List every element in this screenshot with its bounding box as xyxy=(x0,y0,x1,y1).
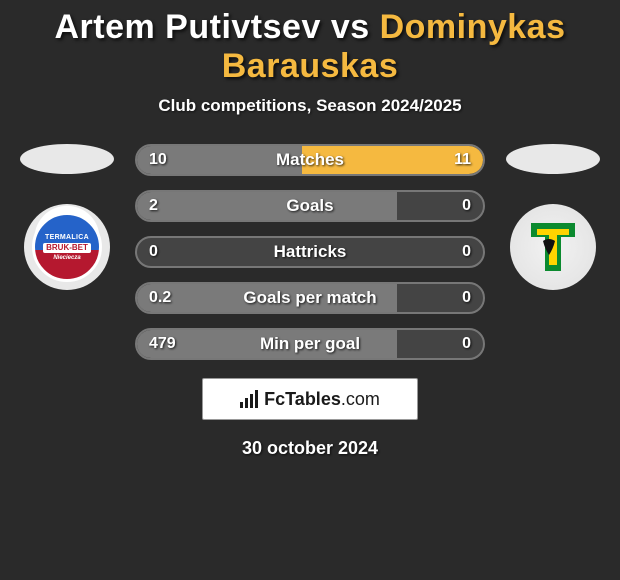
stat-fill-left xyxy=(137,192,397,220)
player2-avatar xyxy=(506,144,600,174)
stat-value-right: 0 xyxy=(462,335,471,353)
brand-box[interactable]: FcTables.com xyxy=(202,378,418,420)
player1-avatar xyxy=(20,144,114,174)
stat-value-left: 0 xyxy=(149,243,158,261)
stat-row: 0 0Hattricks xyxy=(135,236,485,268)
page-title: Artem Putivtsev vs Dominykas Barauskas xyxy=(0,8,620,86)
stat-value-right: 11 xyxy=(454,151,471,169)
stat-value-left: 10 xyxy=(149,151,167,169)
club1-line2: BRUK-BET xyxy=(43,243,91,253)
stats-column: 1011Matches20Goals00Hattricks0.20Goals p… xyxy=(135,144,485,360)
brand-text: FcTables.com xyxy=(264,389,380,410)
club1-line1: TERMALICA xyxy=(45,234,89,241)
stat-value-right: 0 xyxy=(462,289,471,307)
stat-value-right: 0 xyxy=(462,243,471,261)
stat-value-right: 0 xyxy=(462,197,471,215)
stat-value-left: 2 xyxy=(149,197,158,215)
brand-domain: .com xyxy=(341,389,380,409)
stat-fill-left xyxy=(137,284,397,312)
club-badge-right-inner xyxy=(523,217,583,277)
stat-label: Hattricks xyxy=(137,242,483,262)
stat-value-left: 0.2 xyxy=(149,289,171,307)
title-vs: vs xyxy=(331,8,370,46)
comparison-card: Artem Putivtsev vs Dominykas Barauskas C… xyxy=(0,0,620,580)
brand-bars-icon xyxy=(240,390,258,408)
main-row: TERMALICA BRUK-BET Nieciecza 1011Matches… xyxy=(0,144,620,360)
player2-club-badge xyxy=(510,204,596,290)
player2-column xyxy=(503,144,603,290)
stat-value-left: 479 xyxy=(149,335,176,353)
subtitle: Club competitions, Season 2024/2025 xyxy=(0,96,620,116)
club1-line3: Nieciecza xyxy=(53,255,80,261)
stat-row: 0.20Goals per match xyxy=(135,282,485,314)
stat-row: 20Goals xyxy=(135,190,485,222)
player1-club-badge: TERMALICA BRUK-BET Nieciecza xyxy=(24,204,110,290)
brand-name: FcTables xyxy=(264,389,341,409)
title-player1: Artem Putivtsev xyxy=(54,8,320,46)
stat-row: 4790Min per goal xyxy=(135,328,485,360)
club-badge-left-inner: TERMALICA BRUK-BET Nieciecza xyxy=(32,212,102,282)
date-label: 30 october 2024 xyxy=(0,438,620,459)
player1-column: TERMALICA BRUK-BET Nieciecza xyxy=(17,144,117,290)
stat-row: 1011Matches xyxy=(135,144,485,176)
